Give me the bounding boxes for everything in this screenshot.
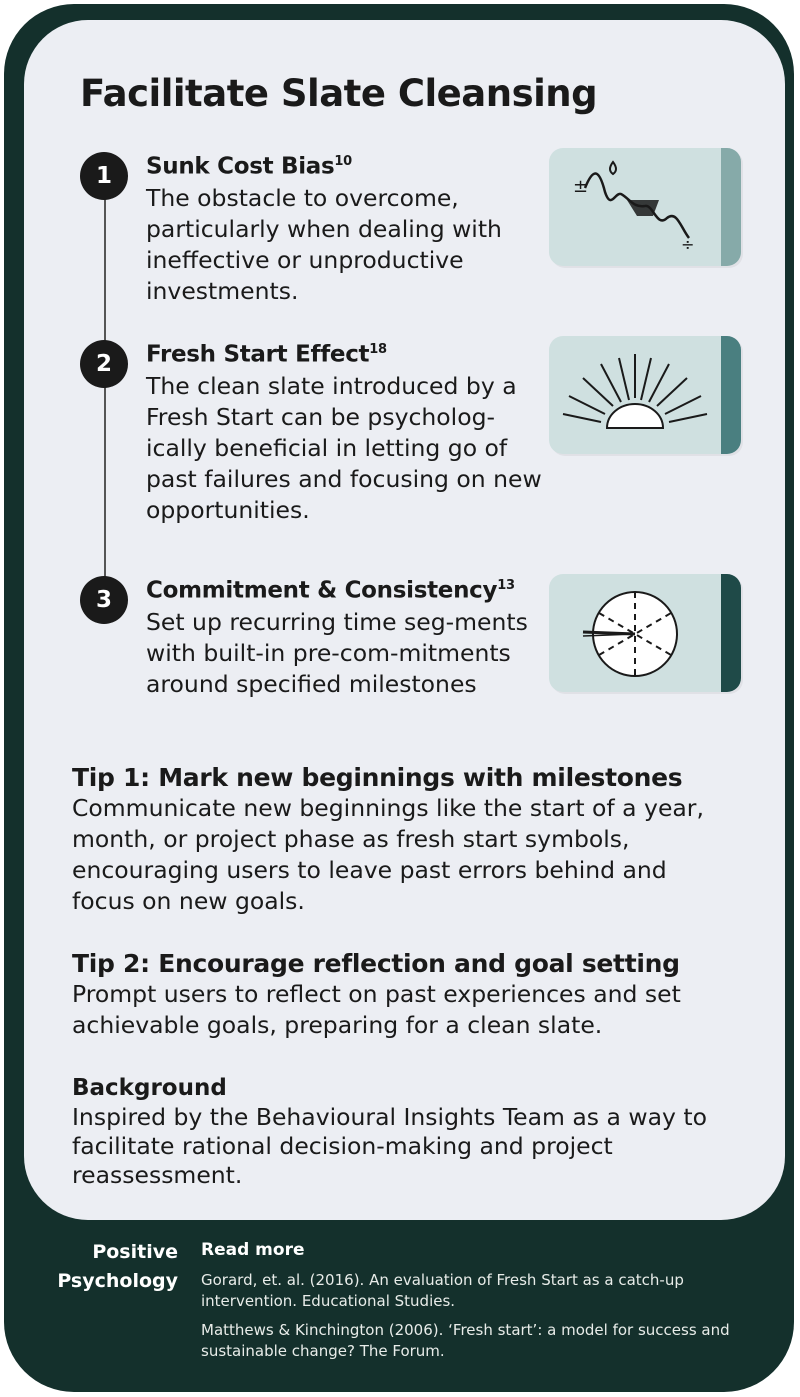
step-text: Set up recurring time seg-ments with bui… bbox=[146, 607, 528, 698]
wave-graph-icon: ± ÷ bbox=[549, 148, 741, 266]
tip-text: Prompt users to reflect on past experien… bbox=[72, 980, 681, 1039]
tip-title: Tip 1: Mark new beginnings with mileston… bbox=[72, 763, 683, 792]
page-title: Facilitate Slate Cleansing bbox=[80, 72, 598, 115]
step-title: Fresh Start Effect18 bbox=[146, 341, 387, 368]
step-title: Commitment & Consistency13 bbox=[146, 577, 515, 604]
tip-title: Tip 2: Encourage reflection and goal set… bbox=[72, 949, 680, 978]
step-commitment: Commitment & Consistency13 Set up recurr… bbox=[146, 570, 546, 700]
step-number-badge: 2 bbox=[80, 340, 128, 388]
divide-label: ÷ bbox=[681, 235, 694, 254]
reference-item: Gorard, et. al. (2016). An evaluation of… bbox=[201, 1271, 684, 1310]
sunrise-icon bbox=[549, 336, 741, 454]
background-text: Inspired by the Behavioural Insights Tea… bbox=[72, 1103, 707, 1189]
step-number-badge: 1 bbox=[80, 152, 128, 200]
tip-2: Tip 2: Encourage reflection and goal set… bbox=[72, 948, 732, 1041]
step-sunk-cost: Sunk Cost Bias10 The obstacle to overcom… bbox=[146, 146, 546, 307]
plus-minus-label: ± bbox=[573, 176, 588, 197]
read-more-section: Read more Gorard, et. al. (2016). An eva… bbox=[201, 1240, 761, 1370]
brand-label: Positive Psychology bbox=[57, 1241, 178, 1292]
step-number-badge: 3 bbox=[80, 576, 128, 624]
tip-text: Communicate new beginnings like the star… bbox=[72, 794, 704, 915]
accent-bar bbox=[721, 336, 741, 454]
tip-1: Tip 1: Mark new beginnings with mileston… bbox=[72, 762, 732, 917]
step-fresh-start: Fresh Start Effect18 The clean slate int… bbox=[146, 334, 546, 526]
step-text: The clean slate introduced by a Fresh St… bbox=[146, 371, 542, 524]
background-title: Background bbox=[72, 1075, 227, 1101]
background-section: Background Inspired by the Behavioural I… bbox=[72, 1074, 732, 1190]
step-text: The obstacle to overcome, particularly w… bbox=[146, 183, 502, 305]
reference-item: Matthews & Kinchington (2006). ‘Fresh st… bbox=[201, 1321, 730, 1360]
accent-bar bbox=[721, 574, 741, 692]
clock-wheel-icon bbox=[549, 574, 741, 692]
step-title: Sunk Cost Bias10 bbox=[146, 153, 352, 180]
read-more-title: Read more bbox=[201, 1240, 305, 1260]
accent-bar bbox=[721, 148, 741, 266]
